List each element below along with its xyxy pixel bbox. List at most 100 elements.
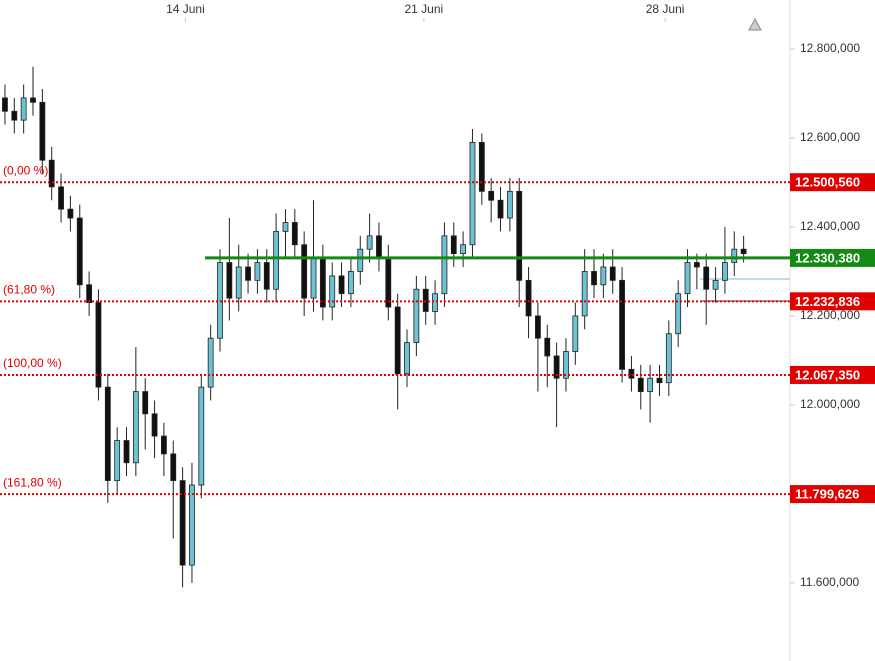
candle-body: [647, 377, 654, 392]
fib-label: (0,00 %): [3, 163, 48, 177]
candle-body: [722, 262, 728, 281]
candle-body: [11, 110, 18, 121]
candle-body: [254, 262, 261, 281]
candle-body: [656, 377, 663, 384]
candle-body: [450, 235, 457, 255]
candle-body: [693, 262, 700, 268]
candle-body: [273, 230, 280, 290]
candle-body: [609, 266, 616, 281]
candle-body: [95, 302, 102, 388]
candle-body: [86, 284, 93, 303]
candle-body: [731, 248, 738, 263]
candle-body: [675, 293, 682, 335]
candle-body: [460, 244, 467, 255]
candle-body: [703, 266, 710, 290]
level-label: 12.232,836: [795, 294, 860, 309]
candle-body: [712, 279, 719, 290]
candle-body: [637, 377, 644, 392]
level-box: [790, 485, 875, 504]
candle-body: [2, 97, 8, 112]
candle-body: [263, 262, 270, 290]
candle-body: [198, 386, 205, 486]
y-tick-label: 12.200,000: [800, 308, 860, 322]
candle-body: [30, 97, 36, 103]
candle-body: [591, 271, 597, 286]
candle-body: [684, 262, 691, 295]
candle-body: [404, 342, 410, 375]
candle-body: [553, 355, 560, 379]
candle-body: [413, 288, 420, 344]
candle-body: [132, 391, 139, 464]
y-tick-label: 12.400,000: [800, 219, 860, 233]
candle-body: [544, 337, 551, 357]
y-tick-label: 12.600,000: [800, 130, 860, 144]
fib-label: (100,00 %): [3, 356, 62, 370]
candle-body: [581, 271, 588, 317]
y-tick-label: 11.600,000: [800, 575, 859, 589]
candle-body: [366, 235, 373, 250]
candle-body: [170, 453, 177, 481]
level-box: [790, 248, 875, 267]
level-label: 12.067,350: [795, 367, 860, 382]
y-tick-label: 12.800,000: [800, 41, 860, 55]
candle-body: [282, 222, 289, 232]
candle-body: [319, 257, 326, 308]
candle-body: [226, 262, 233, 299]
candle-body: [76, 217, 83, 286]
candle-body: [245, 266, 251, 281]
candle-body: [58, 186, 64, 210]
level-label: 12.330,380: [795, 250, 860, 265]
candle-body: [740, 248, 747, 255]
candle-body: [207, 337, 214, 388]
fib-label: (161,80 %): [3, 475, 62, 489]
candle-body: [310, 257, 317, 299]
candle-body: [497, 199, 504, 219]
candle-body: [123, 440, 130, 464]
x-tick-label: 14 Juni: [166, 2, 205, 16]
candle-body: [151, 413, 158, 437]
candle-body: [516, 190, 523, 281]
candle-body: [563, 351, 569, 379]
candle-body: [189, 484, 195, 566]
candle-body: [619, 279, 625, 370]
candle-body: [506, 190, 513, 219]
candle-body: [385, 257, 392, 308]
candle-body: [348, 271, 354, 295]
candle-body: [20, 97, 27, 121]
candle-body: [665, 333, 672, 384]
candle-body: [338, 275, 345, 295]
candle-body: [628, 368, 635, 379]
candle-body: [179, 480, 186, 566]
level-box: [790, 173, 875, 192]
candle-body: [114, 440, 121, 481]
x-tick-label: 28 Juni: [646, 2, 685, 16]
candle-body: [376, 235, 382, 259]
candle-body: [39, 101, 46, 161]
candle-body: [104, 386, 111, 481]
candle-body: [572, 315, 579, 352]
candle-body: [535, 315, 541, 339]
scroll-icon[interactable]: [748, 17, 762, 31]
candle-body: [357, 248, 364, 272]
candle-body: [235, 266, 242, 299]
candle-body: [301, 244, 308, 299]
candle-body: [432, 293, 438, 312]
candle-body: [142, 391, 149, 415]
candle-body: [291, 222, 298, 246]
candle-body: [478, 141, 485, 192]
candle-body: [600, 266, 607, 286]
candle-body: [394, 306, 401, 375]
candle-body: [329, 275, 336, 308]
level-label: 12.500,560: [795, 175, 860, 190]
y-tick-label: 12.000,000: [800, 397, 860, 411]
candle-body: [67, 208, 74, 219]
candle-body: [441, 235, 448, 295]
candle-body: [525, 279, 532, 317]
level-box: [790, 292, 875, 311]
level-box: [790, 365, 875, 384]
level-label: 11.799,626: [795, 487, 859, 502]
fib-label: (61,80 %): [3, 282, 55, 296]
candle-body: [488, 190, 495, 201]
